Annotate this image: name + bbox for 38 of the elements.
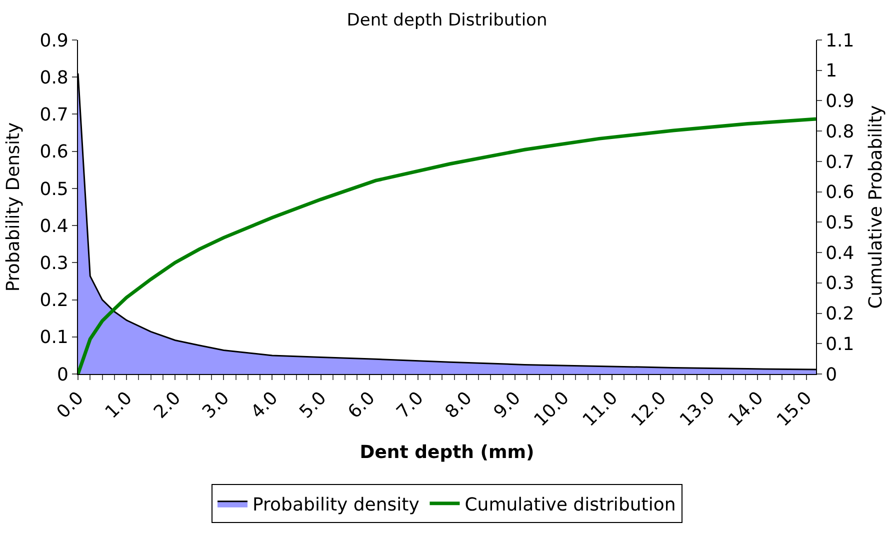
y2-tick-label: 0.7: [826, 152, 854, 173]
y-tick-label: 0.2: [40, 290, 68, 312]
y2-tick-label: 1: [826, 60, 838, 82]
y2-tick-label: 0.6: [826, 182, 854, 204]
y2-axis-title: Cumulative Probability: [865, 104, 886, 309]
y2-tick-label: 0.4: [826, 242, 854, 264]
x-tick-label: 7.0: [392, 388, 428, 423]
y-tick-label: 0.1: [40, 327, 68, 348]
x-axis-title: Dent depth (mm): [360, 442, 534, 463]
y-tick-label: 0: [56, 364, 68, 386]
x-tick-label: 6.0: [344, 388, 380, 423]
y2-tick-label: 0.3: [826, 273, 854, 294]
y2-tick-label: 0.2: [826, 304, 854, 325]
y-tick-label: 0.5: [40, 178, 68, 200]
x-tick-label: 4.0: [247, 388, 282, 423]
x-tick-label: 1.0: [101, 388, 136, 423]
x-tick-label: 2.0: [150, 388, 186, 423]
y-axis-title: Probability Density: [2, 122, 24, 292]
y-tick-label: 0.7: [40, 104, 68, 126]
y-tick-label: 0.6: [40, 142, 68, 163]
y2-tick-label: 0: [826, 364, 838, 386]
chart-title: Dent depth Distribution: [346, 10, 548, 30]
x-tick-label: 9.0: [490, 388, 525, 423]
x-tick-label: 8.0: [441, 388, 476, 423]
legend-label: Probability density: [252, 494, 420, 516]
x-tick-label: 3.0: [198, 388, 234, 423]
legend-label: Cumulative distribution: [464, 494, 676, 516]
y-tick-label: 0.3: [40, 252, 68, 274]
y2-tick-label: 0.1: [826, 334, 854, 355]
x-tick-label: 5.0: [296, 388, 331, 423]
y2-tick-label: 1.1: [826, 30, 854, 52]
x-tick-label: 0.0: [52, 388, 88, 423]
y2-tick-label: 0.8: [826, 121, 854, 142]
y-tick-label: 0.9: [40, 30, 68, 52]
y2-tick-label: 0.5: [826, 212, 854, 234]
y-tick-label: 0.8: [40, 67, 68, 88]
y-tick-label: 0.4: [40, 216, 68, 237]
y2-tick-label: 0.9: [826, 91, 854, 112]
